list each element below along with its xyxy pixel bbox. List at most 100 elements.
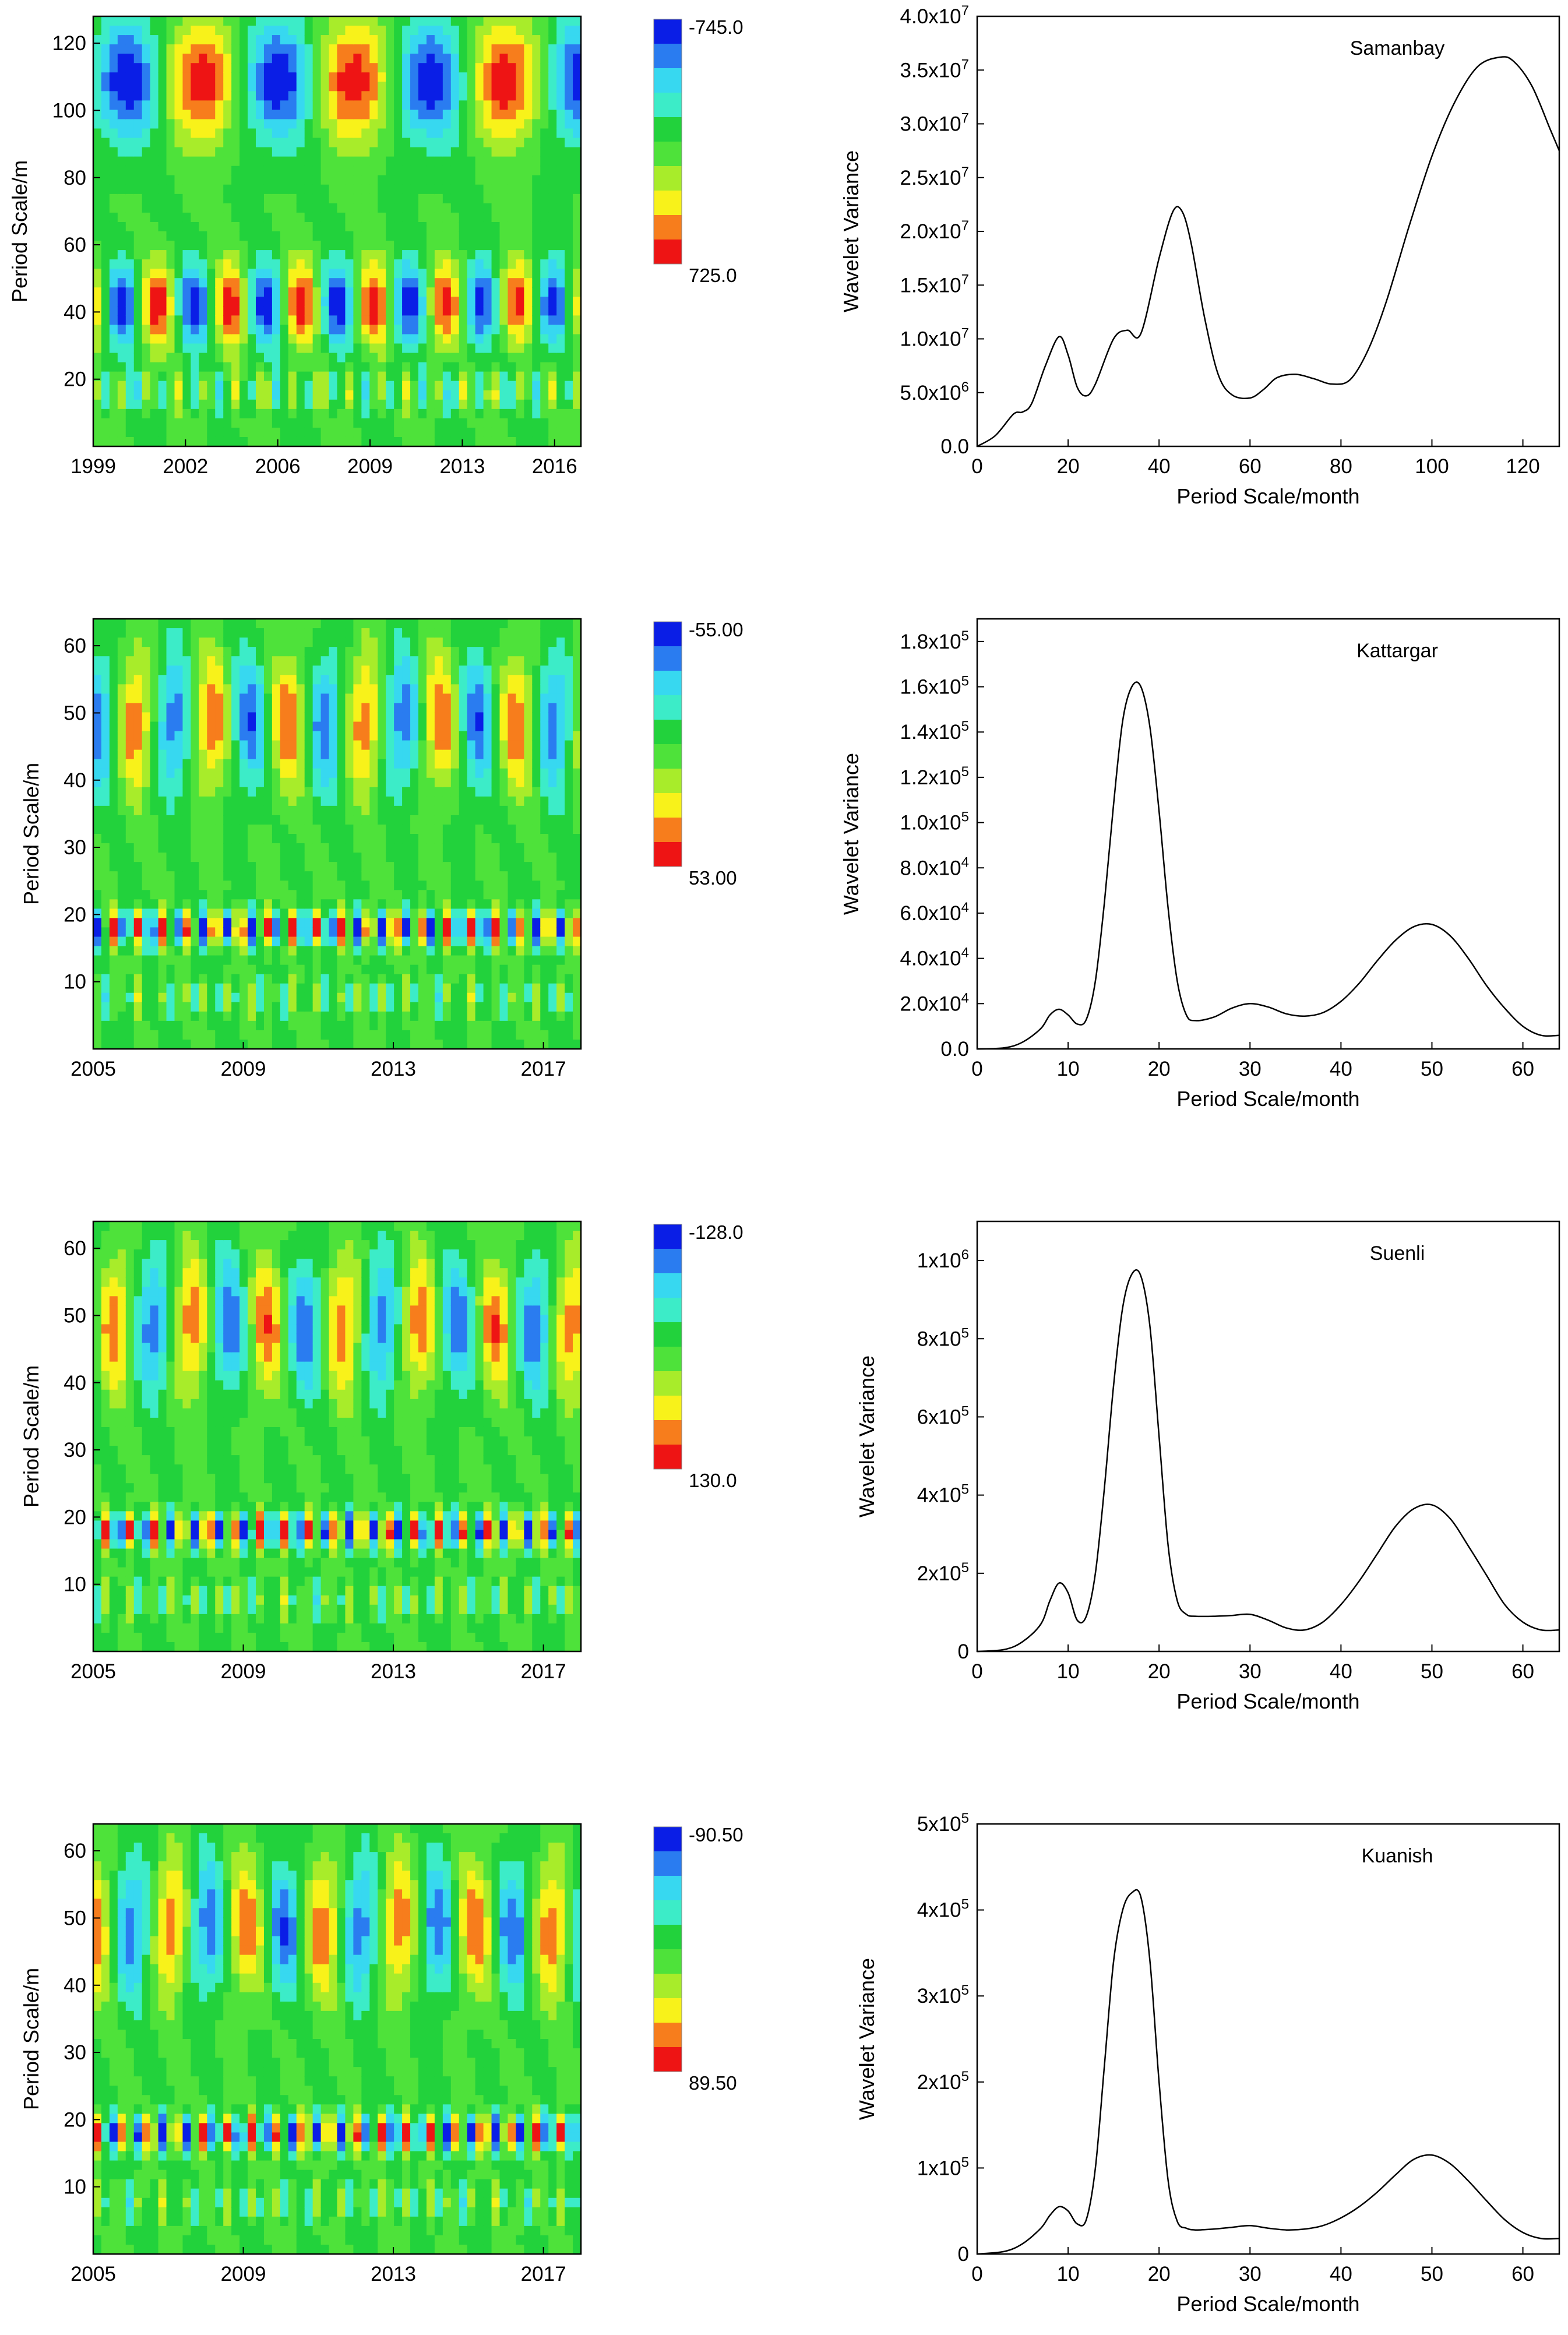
contour-cell: [418, 955, 427, 966]
contour-cell: [378, 843, 386, 853]
contour-cell: [418, 740, 427, 751]
contour-cell: [133, 1002, 143, 1012]
contour-cell: [109, 777, 118, 788]
contour-cell: [166, 749, 175, 760]
contour-cell: [573, 72, 581, 83]
contour-cell: [101, 918, 110, 928]
contour-cell: [158, 63, 167, 73]
contour-cell: [199, 721, 208, 732]
contour-cell: [402, 759, 411, 769]
colorbar-swatch: [654, 19, 682, 44]
contour-cell: [117, 156, 126, 167]
contour-cell: [312, 1030, 322, 1040]
contour-cell: [191, 269, 200, 279]
contour-cell: [483, 82, 492, 92]
contour-cell: [548, 221, 557, 232]
contour-cell: [158, 787, 167, 797]
contour-cell: [410, 693, 419, 704]
contour-cell: [467, 175, 476, 185]
contour-cell: [231, 881, 240, 891]
contour-cell: [199, 193, 208, 204]
contour-cell: [467, 871, 476, 882]
contour-cell: [263, 175, 273, 185]
contour-cell: [288, 647, 297, 657]
contour-cell: [394, 1002, 403, 1012]
contour-cell: [109, 54, 118, 64]
contour-cell: [263, 110, 273, 120]
contour-cell: [248, 241, 256, 251]
contour-cell: [133, 72, 143, 83]
contour-cell: [231, 665, 240, 676]
contour-cell: [524, 287, 533, 298]
contour-cell: [353, 908, 362, 919]
contour-cell: [125, 390, 135, 400]
contour-cell: [361, 259, 371, 269]
contour-cell: [329, 371, 338, 382]
contour-cell: [150, 992, 159, 1003]
contour-cell: [320, 138, 330, 148]
contour-cell: [475, 390, 484, 400]
contour-cell: [450, 325, 460, 335]
contour-cell: [491, 165, 501, 176]
contour-cell: [191, 297, 200, 307]
contour-cell: [239, 325, 248, 335]
contour-cell: [288, 278, 297, 288]
contour-cell: [467, 619, 476, 629]
contour-cell: [191, 390, 200, 400]
contour-cell: [239, 63, 248, 73]
contour-cell: [394, 890, 403, 900]
contour-cell: [410, 619, 419, 629]
contour-cell: [142, 899, 151, 910]
contour-cell: [524, 147, 533, 157]
contour-cell: [378, 936, 386, 947]
contour-cell: [101, 72, 110, 83]
contour-cell: [158, 638, 167, 647]
contour-cell: [353, 628, 362, 638]
contour-cell: [312, 656, 322, 667]
contour-cell: [418, 353, 427, 363]
contour-cell: [361, 362, 371, 372]
contour-cell: [256, 1030, 265, 1040]
contour-cell: [369, 721, 379, 732]
contour-cell: [109, 749, 118, 760]
contour-cell: [142, 353, 151, 363]
contour-cell: [231, 647, 240, 657]
contour-cell: [320, 147, 330, 157]
contour-cell: [467, 35, 476, 45]
y-tick-label: 2.5x107: [900, 164, 969, 189]
contour-cell: [434, 54, 443, 64]
contour-cell: [288, 908, 297, 919]
contour-cell: [207, 862, 216, 872]
contour-cell: [459, 82, 468, 92]
contour-cell: [565, 250, 573, 260]
contour-cell: [174, 675, 184, 685]
contour-cell: [312, 675, 322, 685]
contour-cell: [174, 983, 184, 994]
contour-cell: [320, 156, 330, 167]
contour-cell: [296, 1002, 305, 1012]
contour-cell: [434, 193, 443, 204]
contour-cell: [459, 834, 468, 844]
contour-cell: [442, 1011, 452, 1022]
contour-cell: [280, 156, 289, 167]
contour-cell: [312, 259, 322, 269]
contour-cell: [93, 946, 102, 956]
contour-field: [93, 619, 581, 1049]
contour-cell: [378, 325, 386, 335]
contour-cell: [166, 881, 175, 891]
contour-cell: [312, 731, 322, 741]
contour-cell: [378, 946, 386, 956]
contour-cell: [248, 619, 256, 629]
contour-cell: [353, 221, 362, 232]
contour-cell: [263, 899, 273, 910]
contour-cell: [312, 684, 322, 695]
contour-cell: [353, 212, 362, 223]
contour-cell: [386, 1039, 394, 1049]
contour-cell: [548, 269, 557, 279]
contour-cell: [378, 628, 386, 638]
contour-cell: [312, 138, 322, 148]
contour-cell: [483, 278, 492, 288]
contour-cell: [361, 390, 371, 400]
contour-cell: [426, 862, 435, 872]
contour-cell: [394, 212, 403, 223]
